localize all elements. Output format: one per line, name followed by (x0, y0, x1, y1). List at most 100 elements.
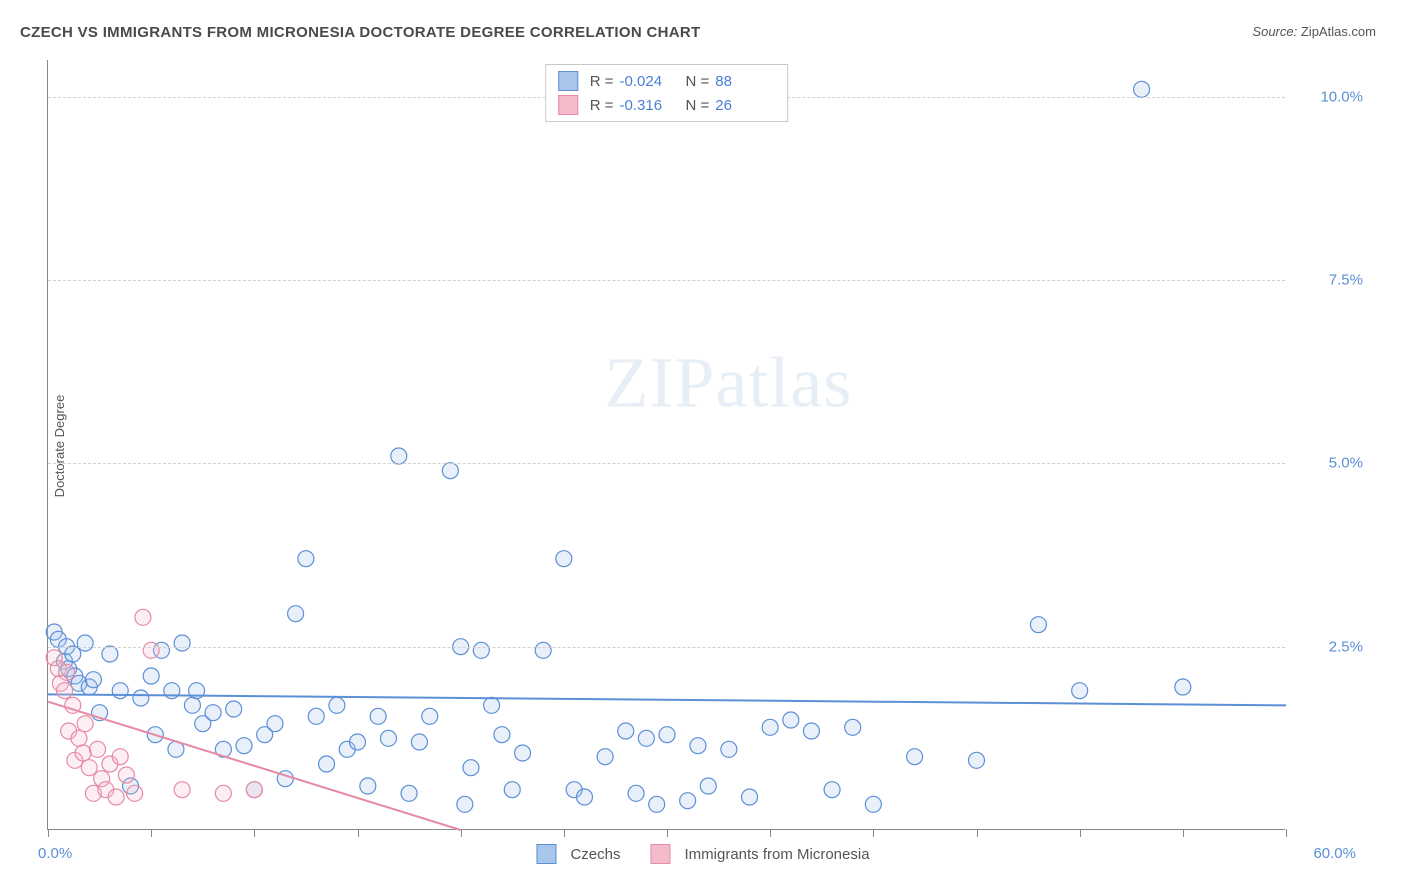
scatter-point (143, 668, 159, 684)
x-tick (977, 829, 978, 837)
scatter-point (721, 741, 737, 757)
scatter-point (370, 708, 386, 724)
scatter-point (108, 789, 124, 805)
scatter-point (133, 690, 149, 706)
scatter-point (494, 727, 510, 743)
scatter-point (618, 723, 634, 739)
legend-swatch (650, 844, 670, 864)
scatter-point (463, 760, 479, 776)
scatter-point (690, 738, 706, 754)
stats-row: R =-0.024N =88 (558, 69, 776, 93)
gridline (48, 463, 1285, 464)
scatter-point (422, 708, 438, 724)
scatter-point (71, 730, 87, 746)
scatter-point (77, 716, 93, 732)
plot-area: ZIPatlas R =-0.024N =88R =-0.316N =26 2.… (47, 60, 1285, 830)
source-value: ZipAtlas.com (1301, 24, 1376, 39)
scatter-point (288, 606, 304, 622)
stat-n-label: N = (686, 97, 710, 114)
y-tick-label: 10.0% (1293, 88, 1363, 105)
y-tick-label: 5.0% (1293, 455, 1363, 472)
scatter-point (742, 789, 758, 805)
x-tick (667, 829, 668, 837)
scatter-point (576, 789, 592, 805)
stat-n-value: 26 (715, 97, 775, 114)
scatter-point (411, 734, 427, 750)
x-axis-origin-label: 0.0% (38, 845, 72, 862)
scatter-point (680, 793, 696, 809)
chart-title: CZECH VS IMMIGRANTS FROM MICRONESIA DOCT… (20, 24, 700, 41)
scatter-point (184, 697, 200, 713)
gridline (48, 280, 1285, 281)
source-label: Source: (1252, 24, 1297, 39)
scatter-point (969, 752, 985, 768)
stat-r-label: R = (590, 97, 614, 114)
x-tick (873, 829, 874, 837)
scatter-point (597, 749, 613, 765)
scatter-point (783, 712, 799, 728)
scatter-point (308, 708, 324, 724)
legend-swatch (558, 95, 578, 115)
stats-legend-box: R =-0.024N =88R =-0.316N =26 (545, 64, 789, 122)
legend-item: Immigrants from Micronesia (650, 844, 869, 864)
scatter-point (65, 646, 81, 662)
source-attribution: Source: ZipAtlas.com (1252, 24, 1376, 39)
x-tick (358, 829, 359, 837)
scatter-point (762, 719, 778, 735)
scatter-point (1175, 679, 1191, 695)
stat-r-value: -0.024 (620, 73, 680, 90)
scatter-point (628, 785, 644, 801)
x-tick (1286, 829, 1287, 837)
scatter-point (246, 782, 262, 798)
scatter-point (360, 778, 376, 794)
scatter-point (90, 741, 106, 757)
scatter-point (845, 719, 861, 735)
scatter-point (236, 738, 252, 754)
scatter-point (473, 642, 489, 658)
y-tick-label: 2.5% (1293, 638, 1363, 655)
gridline (48, 647, 1285, 648)
scatter-point (1030, 617, 1046, 633)
scatter-point (380, 730, 396, 746)
scatter-point (824, 782, 840, 798)
x-tick (461, 829, 462, 837)
scatter-point (59, 664, 75, 680)
scatter-point (350, 734, 366, 750)
legend-label: Czechs (570, 846, 620, 863)
scatter-point (556, 551, 572, 567)
scatter-point (174, 635, 190, 651)
x-tick (254, 829, 255, 837)
legend-swatch (558, 71, 578, 91)
scatter-point (75, 745, 91, 761)
scatter-point (659, 727, 675, 743)
scatter-point (391, 448, 407, 464)
x-tick (48, 829, 49, 837)
scatter-point (102, 646, 118, 662)
stat-n-value: 88 (715, 73, 775, 90)
scatter-point (329, 697, 345, 713)
scatter-point (700, 778, 716, 794)
scatter-point (226, 701, 242, 717)
scatter-point (865, 796, 881, 812)
scatter-point (515, 745, 531, 761)
stats-row: R =-0.316N =26 (558, 93, 776, 117)
scatter-point (1072, 683, 1088, 699)
bottom-legend: Czechs Immigrants from Micronesia (536, 844, 869, 864)
scatter-point (298, 551, 314, 567)
x-axis-max-label: 60.0% (1313, 845, 1356, 862)
scatter-point (442, 463, 458, 479)
legend-swatch (536, 844, 556, 864)
x-tick (1183, 829, 1184, 837)
scatter-point (112, 683, 128, 699)
scatter-point (174, 782, 190, 798)
y-tick-label: 7.5% (1293, 272, 1363, 289)
scatter-point (135, 609, 151, 625)
x-tick (770, 829, 771, 837)
scatter-point (535, 642, 551, 658)
scatter-point (77, 635, 93, 651)
stat-r-label: R = (590, 73, 614, 90)
scatter-point (484, 697, 500, 713)
scatter-point (112, 749, 128, 765)
scatter-svg (48, 60, 1285, 829)
scatter-point (907, 749, 923, 765)
